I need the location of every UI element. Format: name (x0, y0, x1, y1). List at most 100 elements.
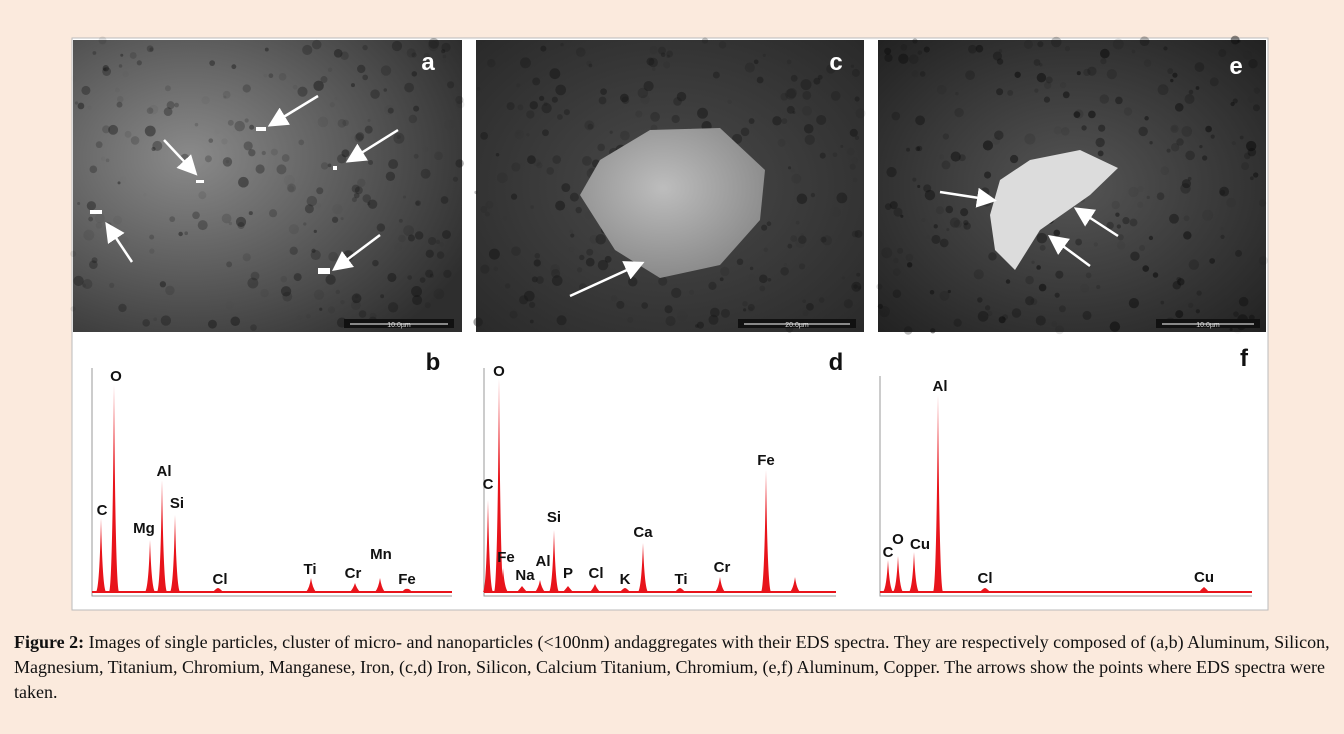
texture-dot (1095, 137, 1105, 148)
texture-dot (1096, 284, 1101, 290)
texture-dot (533, 259, 541, 267)
texture-dot (402, 195, 407, 199)
texture-dot (1007, 90, 1014, 96)
texture-dot (247, 277, 259, 289)
texture-dot (357, 64, 366, 74)
texture-dot (1098, 124, 1106, 132)
texture-dot (250, 271, 260, 281)
texture-dot (984, 305, 991, 311)
texture-dot (1163, 46, 1168, 51)
texture-dot (1160, 300, 1165, 305)
texture-dot (289, 246, 298, 255)
texture-dot (1232, 98, 1238, 104)
texture-dot (903, 326, 913, 335)
texture-dot (587, 123, 594, 130)
texture-dot (1183, 231, 1192, 240)
texture-dot (118, 303, 127, 313)
texture-dot (546, 167, 555, 175)
texture-dot (1166, 148, 1171, 153)
texture-dot (1087, 66, 1097, 76)
texture-dot (129, 52, 137, 59)
peak-label: O (892, 531, 904, 548)
texture-dot (836, 192, 848, 204)
texture-dot (841, 276, 846, 280)
texture-dot (425, 269, 434, 278)
texture-dot (335, 289, 341, 295)
texture-dot (761, 224, 768, 231)
texture-dot (1188, 302, 1194, 308)
texture-dot (487, 58, 496, 68)
texture-dot (391, 40, 403, 52)
texture-dot (1170, 143, 1180, 152)
texture-dot (237, 221, 245, 229)
texture-dot (851, 68, 860, 77)
texture-dot (846, 147, 855, 156)
scale-bars: 10.0µm 20.0µm 10.0µm (344, 319, 1260, 329)
texture-dot (939, 290, 950, 301)
texture-dot (791, 173, 802, 184)
texture-dot (649, 45, 658, 55)
texture-dot (197, 220, 208, 231)
texture-dot (367, 118, 371, 122)
texture-dot (878, 306, 890, 318)
texture-dot (103, 67, 107, 71)
texture-dot (86, 201, 97, 211)
texture-dot (313, 229, 317, 234)
texture-dot (851, 230, 859, 238)
texture-dot (232, 130, 235, 133)
texture-dot (306, 313, 311, 319)
texture-dot (942, 133, 950, 140)
spectrum-peak (893, 556, 903, 592)
texture-dot (353, 300, 357, 304)
texture-dot (1160, 166, 1170, 175)
texture-dot (1109, 321, 1121, 332)
texture-dot (82, 283, 86, 288)
texture-dot (1220, 234, 1225, 240)
texture-dot (286, 183, 296, 193)
texture-dot (1074, 109, 1084, 119)
texture-dot (1143, 59, 1152, 67)
texture-dot (357, 178, 366, 188)
texture-dot (795, 220, 800, 225)
texture-dot (917, 50, 923, 55)
texture-dot (850, 64, 855, 68)
texture-dot (1156, 192, 1165, 201)
texture-dot (1233, 311, 1239, 317)
peak-label: Ti (303, 561, 316, 578)
texture-dot (898, 53, 909, 64)
eds-spectra (91, 368, 1252, 597)
texture-dot (270, 148, 278, 156)
texture-dot (536, 276, 544, 284)
texture-dot (786, 59, 792, 65)
texture-dot (113, 216, 122, 225)
texture-dot (1152, 272, 1159, 278)
texture-dot (350, 83, 355, 88)
texture-dot (331, 216, 339, 223)
texture-dot (1177, 278, 1185, 286)
texture-dot (1142, 265, 1150, 272)
texture-dot (531, 276, 538, 283)
texture-dot (248, 211, 253, 216)
texture-dot (1030, 298, 1038, 306)
peak-label: Cr (345, 565, 362, 582)
texture-dot (488, 248, 500, 260)
texture-dot (646, 57, 655, 66)
texture-dot (510, 193, 518, 200)
texture-dot (151, 146, 156, 152)
texture-dot (149, 47, 154, 52)
texture-dot (658, 46, 666, 55)
texture-dot (664, 305, 673, 314)
texture-dot (915, 115, 925, 126)
texture-dot (1184, 94, 1195, 104)
texture-dot (415, 201, 420, 206)
texture-dot (1170, 124, 1179, 133)
spectrum-peak (638, 543, 648, 592)
texture-dot (428, 236, 437, 246)
spectrum-peak (145, 540, 155, 592)
texture-dot (1219, 186, 1230, 197)
texture-dot (320, 162, 329, 170)
texture-dot (777, 138, 786, 147)
texture-dot (441, 49, 446, 54)
texture-dot (555, 200, 566, 211)
peak-label: C (97, 502, 108, 519)
